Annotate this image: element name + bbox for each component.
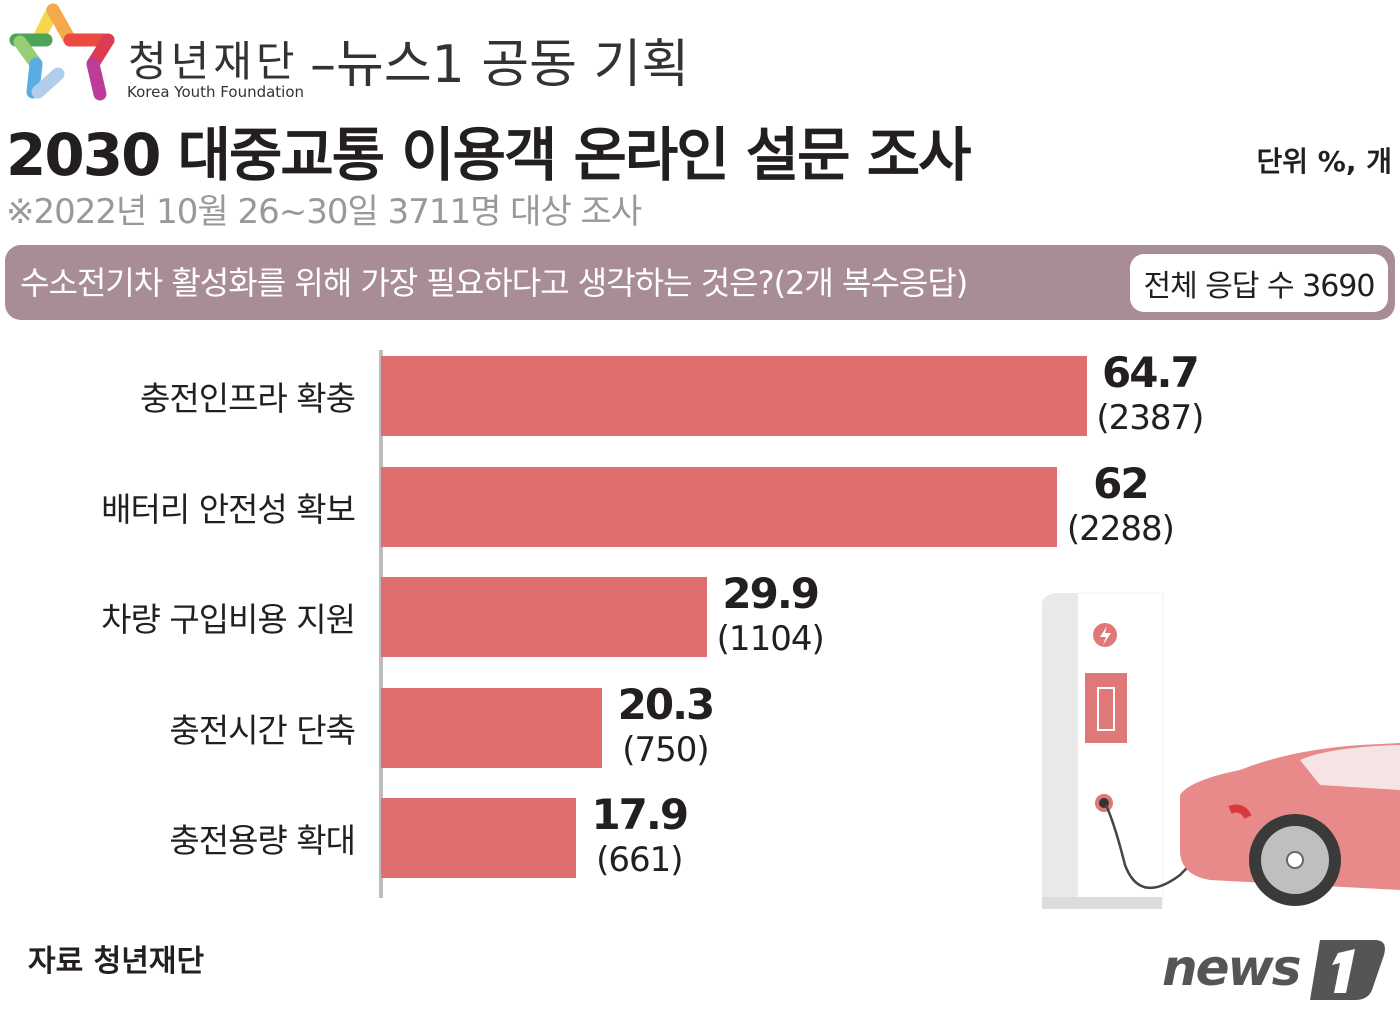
category-label: 차량 구입비용 지원 [101, 600, 356, 639]
total-responses-badge: 전체 응답 수 3690 [1130, 254, 1388, 312]
category-label: 충전용량 확대 [169, 821, 356, 860]
category-label: 충전시간 단축 [169, 710, 356, 750]
org-name: 청년재단 [128, 37, 299, 86]
bar-1 [381, 466, 1058, 547]
org-name-en: Korea Youth Foundation [127, 83, 305, 101]
count-label: (2288) [1066, 508, 1175, 549]
page-title: 2030 대중교통 이용객 온라인 설문 조사 [6, 121, 971, 189]
category-label: 충전인프라 확충 [139, 379, 356, 418]
bar-3 [381, 687, 603, 768]
count-label: (750) [622, 729, 709, 770]
korea-youth-foundation-logo [9, 3, 115, 101]
ev-charging-illustration [1042, 592, 1400, 909]
value-label: 17.9 [591, 790, 689, 839]
value-label: 64.7 [1102, 348, 1200, 397]
count-label: (1104) [716, 619, 825, 659]
count-label: (661) [596, 840, 683, 880]
question-text: 수소전기차 활성화를 위해 가장 필요하다고 생각하는 것은?(2개 복수응답) [20, 264, 968, 302]
charging-station-icon [1042, 592, 1164, 909]
red-car-icon [1180, 743, 1400, 906]
value-label: 62 [1093, 458, 1149, 508]
bar-0 [381, 356, 1087, 436]
svg-text:news: news [1162, 939, 1300, 997]
collaboration-label: –뉴스1 공동 기획 [310, 35, 690, 95]
bar-4 [381, 798, 577, 878]
subtitle: ※2022년 10월 26~30일 3711명 대상 조사 [6, 192, 642, 232]
news1-logo: news [1162, 939, 1385, 1000]
unit-label: 단위 %, 개 [1256, 145, 1392, 178]
category-label: 배터리 안전성 확보 [101, 489, 356, 529]
bar-2 [381, 577, 708, 657]
value-label: 29.9 [722, 569, 820, 618]
value-label: 20.3 [617, 679, 716, 729]
source-note: 자료 청년재단 [28, 944, 205, 979]
count-label: (2387) [1096, 398, 1204, 438]
